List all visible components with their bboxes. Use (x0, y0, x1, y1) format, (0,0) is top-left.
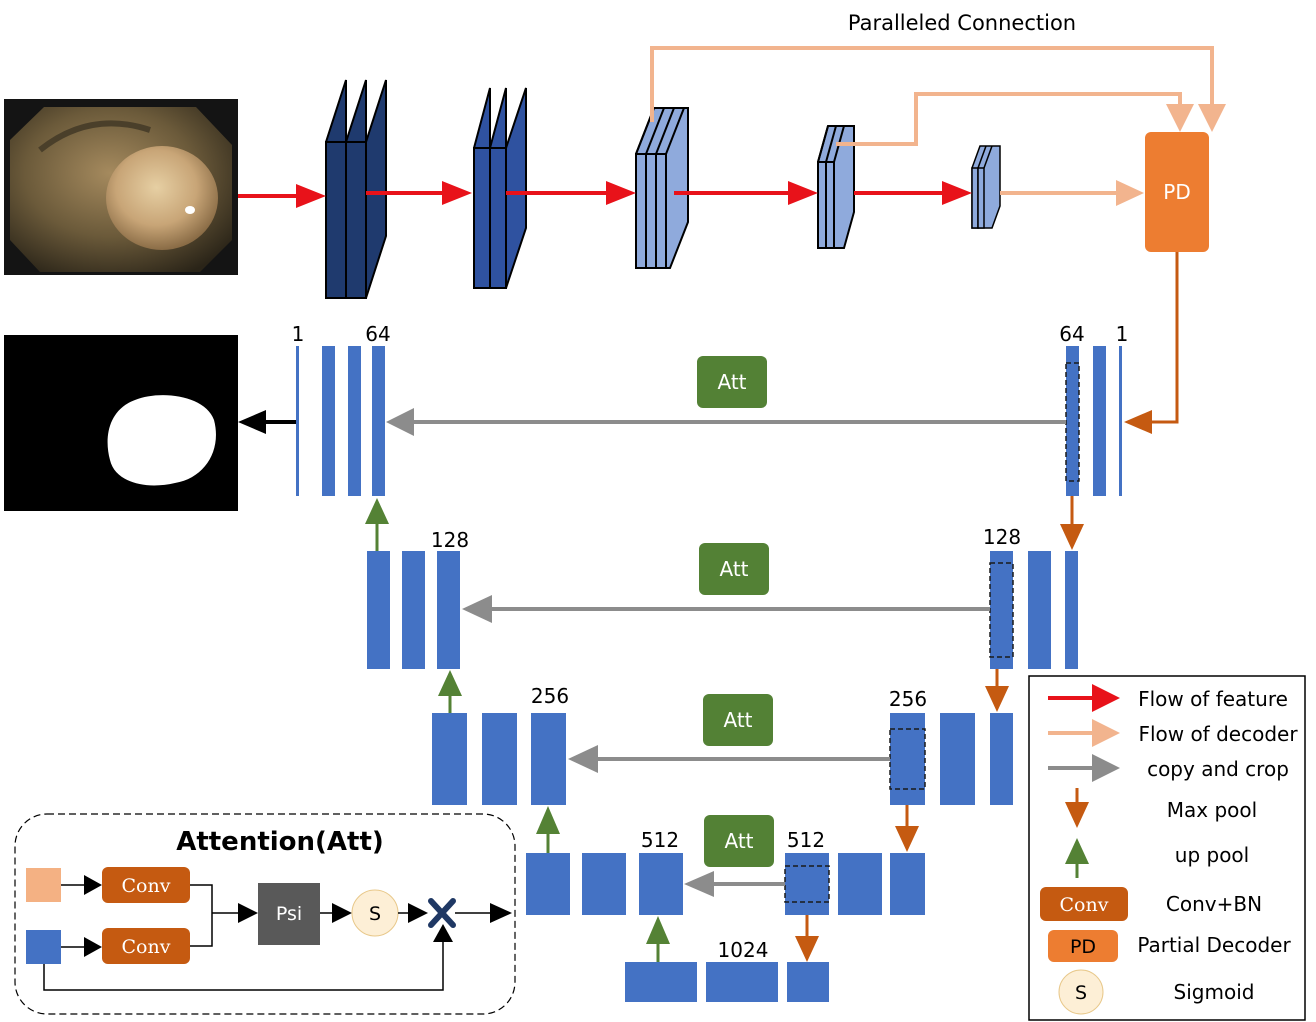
channel-label-64-right: 64 (1059, 322, 1084, 346)
input-endoscopy-image (4, 99, 238, 275)
encoder-stage-1 (325, 79, 387, 299)
channel-label-1-left: 1 (292, 322, 305, 346)
copy-crop-arrow-256 (568, 745, 890, 773)
decoder-level-512-left (526, 853, 683, 915)
up-pool-arrows (365, 498, 670, 962)
legend-pd-icon-label: PD (1070, 936, 1096, 958)
output-mask-image (4, 335, 238, 511)
att-label: Att (717, 370, 746, 394)
att-label: Att (719, 557, 748, 581)
pd-label: PD (1163, 180, 1190, 204)
paralleled-connection-arrows (650, 46, 1214, 195)
output-arrow (238, 410, 296, 434)
attention-module-title: Attention(Att) (176, 827, 384, 857)
decoder-level-128-left (367, 551, 460, 669)
legend-up-pool: up pool (1175, 843, 1249, 867)
decoder-arrowheads (1116, 104, 1226, 206)
att-block-128: Att (699, 543, 769, 595)
channel-label-512-left: 512 (641, 828, 679, 852)
copy-crop-arrow-512 (684, 871, 785, 897)
channel-label-256-right: 256 (889, 687, 927, 711)
encoder-level-256-right (889, 713, 1013, 805)
legend-pd-icon (1048, 930, 1118, 962)
encoder-level-128-right (989, 551, 1078, 669)
legend-max-pool-arrow-icon (1065, 802, 1089, 828)
encoder-stage-3 (635, 107, 689, 269)
channel-label-1-right: 1 (1116, 322, 1129, 346)
encoder-stage-2 (473, 87, 527, 289)
channel-label-256-left: 256 (531, 684, 569, 708)
copy-crop-arrow-64 (386, 408, 1066, 436)
legend-sigmoid: Sigmoid (1174, 980, 1255, 1004)
decoder-level-256-left (432, 713, 566, 805)
encoder-stage-4 (817, 125, 855, 249)
legend-flow-of-feature: Flow of feature (1138, 687, 1288, 711)
multiply-icon (428, 898, 456, 928)
legend-max-pool: Max pool (1167, 798, 1257, 822)
att-block-64: Att (697, 356, 767, 408)
att-label: Att (723, 708, 752, 732)
legend-conv-icon-label: Conv (1060, 894, 1109, 916)
pd-output-arrow (1124, 252, 1179, 434)
conv-label-bottom: Conv (122, 936, 171, 958)
psi-label: Psi (276, 903, 302, 925)
attention-module: Attention(Att) Conv Conv Psi S (14, 813, 516, 1015)
legend-red-arrow-icon (1092, 684, 1120, 712)
copy-crop-arrow-128 (462, 595, 990, 623)
att-block-256: Att (703, 694, 773, 746)
att-block-512: Att (704, 815, 774, 867)
channel-label-64-left: 64 (365, 322, 390, 346)
legend-conv-bn: Conv+BN (1166, 892, 1262, 916)
conv-block-bottom (102, 928, 190, 964)
decoder-level-64-left (296, 346, 385, 496)
legend-copy-crop-arrow-icon (1092, 754, 1120, 782)
bottleneck-level-1024 (625, 962, 829, 1002)
channel-label-512-right: 512 (787, 828, 825, 852)
att-label: Att (724, 829, 753, 853)
decoder-feature-input (26, 868, 61, 902)
conv-label-top: Conv (122, 875, 171, 897)
legend-sigmoid-icon (1058, 969, 1104, 1015)
paralleled-connection-label: Paralleled Connection (848, 11, 1076, 35)
psi-block (258, 883, 320, 945)
channel-label-128-right: 128 (983, 525, 1021, 549)
channel-label-1024: 1024 (718, 938, 769, 962)
legend-s-icon-label: S (1075, 982, 1087, 1004)
flow-of-feature-arrows (238, 181, 972, 208)
encoder-level-64-right (1065, 346, 1122, 496)
legend-up-pool-arrow-icon (1065, 838, 1089, 864)
legend-partial-decoder: Partial Decoder (1137, 933, 1291, 957)
encoder-feature-input (26, 930, 61, 964)
encoder-stage-5 (971, 145, 1001, 229)
conv-block-top (102, 867, 190, 903)
legend: Flow of feature Flow of decoder copy and… (1028, 675, 1306, 1021)
channel-label-128-left: 128 (431, 528, 469, 552)
legend-flow-of-decoder: Flow of decoder (1138, 722, 1298, 746)
sigmoid-label: S (369, 903, 381, 925)
encoder-level-512-right (784, 853, 925, 915)
legend-decoder-arrow-icon (1092, 719, 1120, 747)
max-pool-arrows (795, 496, 1084, 962)
legend-conv-icon (1040, 887, 1128, 921)
legend-copy-and-crop: copy and crop (1147, 757, 1289, 781)
partial-decoder-block: PD (1145, 132, 1209, 252)
